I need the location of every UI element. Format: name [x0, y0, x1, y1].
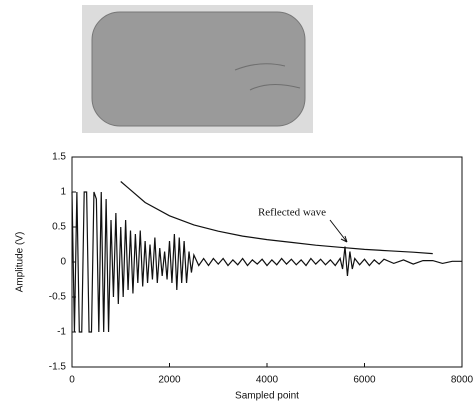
y-tick-label: 1.5: [52, 152, 66, 163]
y-axis-label: Amplitude (V): [15, 232, 26, 293]
annotation: Reflected wave: [258, 207, 326, 219]
x-tick-label: 8000: [451, 375, 474, 386]
series-line: [71, 191, 462, 333]
y-tick-label: -0.5: [49, 292, 67, 303]
annotation-arrow: [329, 219, 348, 243]
series-line: [120, 181, 433, 255]
y-tick-label: -1.5: [49, 362, 67, 373]
crack: [234, 63, 301, 91]
y-tick-label: 0.5: [52, 222, 66, 233]
x-tick-label: 4000: [256, 375, 279, 386]
x-tick-label: 2000: [158, 375, 181, 386]
y-tick-label: 0: [60, 257, 66, 268]
plot-frame: [71, 156, 463, 368]
y-tick-label: -1: [57, 327, 66, 338]
x-tick-label: 0: [69, 375, 75, 386]
y-tick-label: 1: [60, 187, 66, 198]
x-tick-label: 6000: [353, 375, 376, 386]
specimen: [91, 11, 306, 127]
photo: [82, 5, 313, 133]
x-axis-label: Sampled point: [235, 391, 299, 402]
